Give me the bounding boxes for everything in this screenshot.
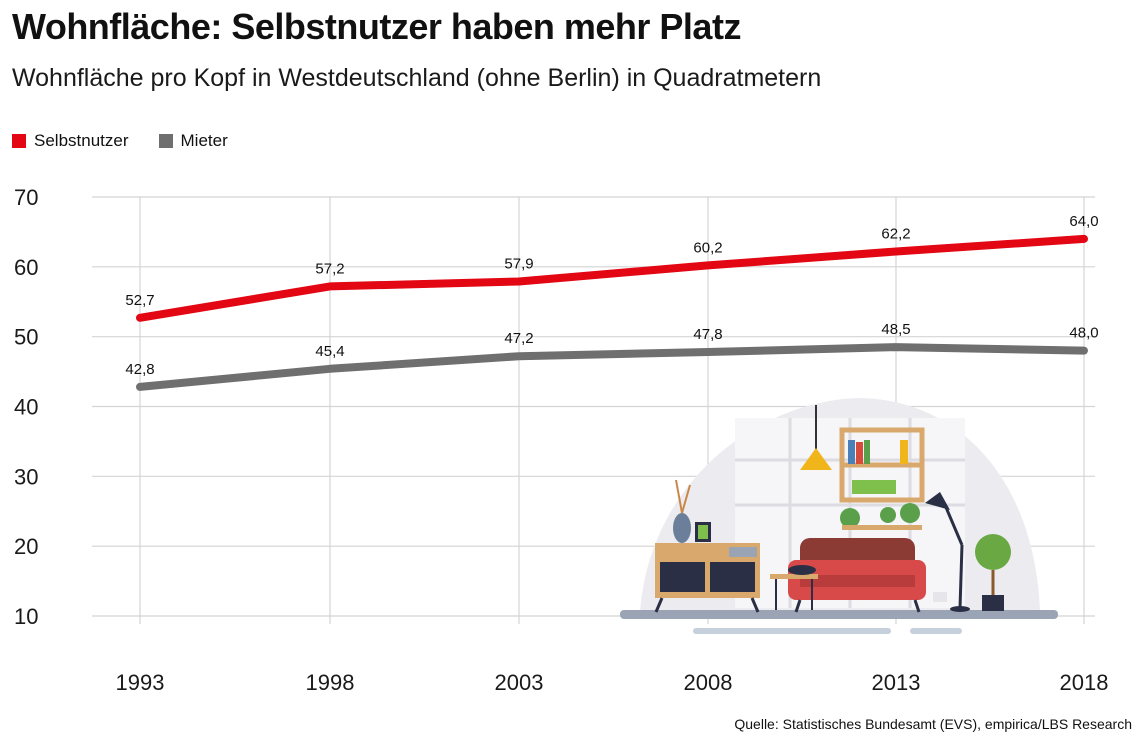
legend-label-selbstnutzer: Selbstnutzer (34, 131, 129, 150)
series-layer (136, 234, 1088, 391)
chart-title: Wohnfläche: Selbstnutzer haben mehr Plat… (12, 6, 741, 47)
legend-swatch-mieter (158, 134, 173, 148)
y-tick-label: 50 (14, 325, 38, 350)
data-label-selbstnutzer: 57,9 (504, 255, 533, 272)
series-line-selbstnutzer (136, 234, 1088, 322)
x-tick-label: 1998 (306, 670, 355, 695)
data-labels: 52,7 57,2 57,9 60,2 62,2 64,0 42,8 45,4 47,2 47,8… (125, 213, 1098, 378)
y-axis-ticks: 10 20 30 40 50 60 70 (14, 185, 38, 629)
x-tick-label: 2018 (1060, 670, 1109, 695)
source-note: Quelle: Statistisches Bundesamt (EVS), e… (734, 716, 1132, 732)
y-tick-label: 70 (14, 185, 38, 210)
living-room-illustration (620, 398, 1058, 634)
y-tick-label: 20 (14, 534, 38, 559)
data-label-selbstnutzer: 52,7 (125, 292, 154, 309)
data-label-selbstnutzer: 57,2 (315, 260, 344, 277)
y-tick-label: 60 (14, 255, 38, 280)
data-label-mieter: 45,4 (315, 343, 344, 360)
x-tick-label: 2013 (872, 670, 921, 695)
legend-swatch-selbstnutzer (12, 134, 26, 148)
series-line-mieter (136, 343, 1088, 391)
y-tick-label: 30 (14, 464, 38, 489)
data-label-selbstnutzer: 62,2 (881, 225, 910, 242)
data-label-selbstnutzer: 64,0 (1069, 213, 1098, 230)
chart-subtitle: Wohnfläche pro Kopf in Westdeutschland (… (12, 64, 822, 92)
x-axis-ticks: 1993 1998 2003 2008 2013 2018 (116, 670, 1109, 695)
data-label-mieter: 48,0 (1069, 325, 1098, 342)
data-label-selbstnutzer: 60,2 (693, 239, 722, 256)
y-tick-label: 10 (14, 604, 38, 629)
x-tick-label: 2003 (495, 670, 544, 695)
x-tick-label: 1993 (116, 670, 165, 695)
data-label-mieter: 47,2 (504, 330, 533, 347)
legend-item-mieter: Mieter (158, 131, 228, 151)
legend-label-mieter: Mieter (180, 131, 228, 150)
legend: Selbstnutzer Mieter (12, 131, 258, 151)
y-tick-label: 40 (14, 395, 38, 420)
data-label-mieter: 42,8 (125, 361, 154, 378)
legend-item-selbstnutzer: Selbstnutzer (12, 131, 129, 151)
data-label-mieter: 47,8 (693, 326, 722, 343)
data-label-mieter: 48,5 (881, 321, 910, 338)
x-tick-label: 2008 (684, 670, 733, 695)
